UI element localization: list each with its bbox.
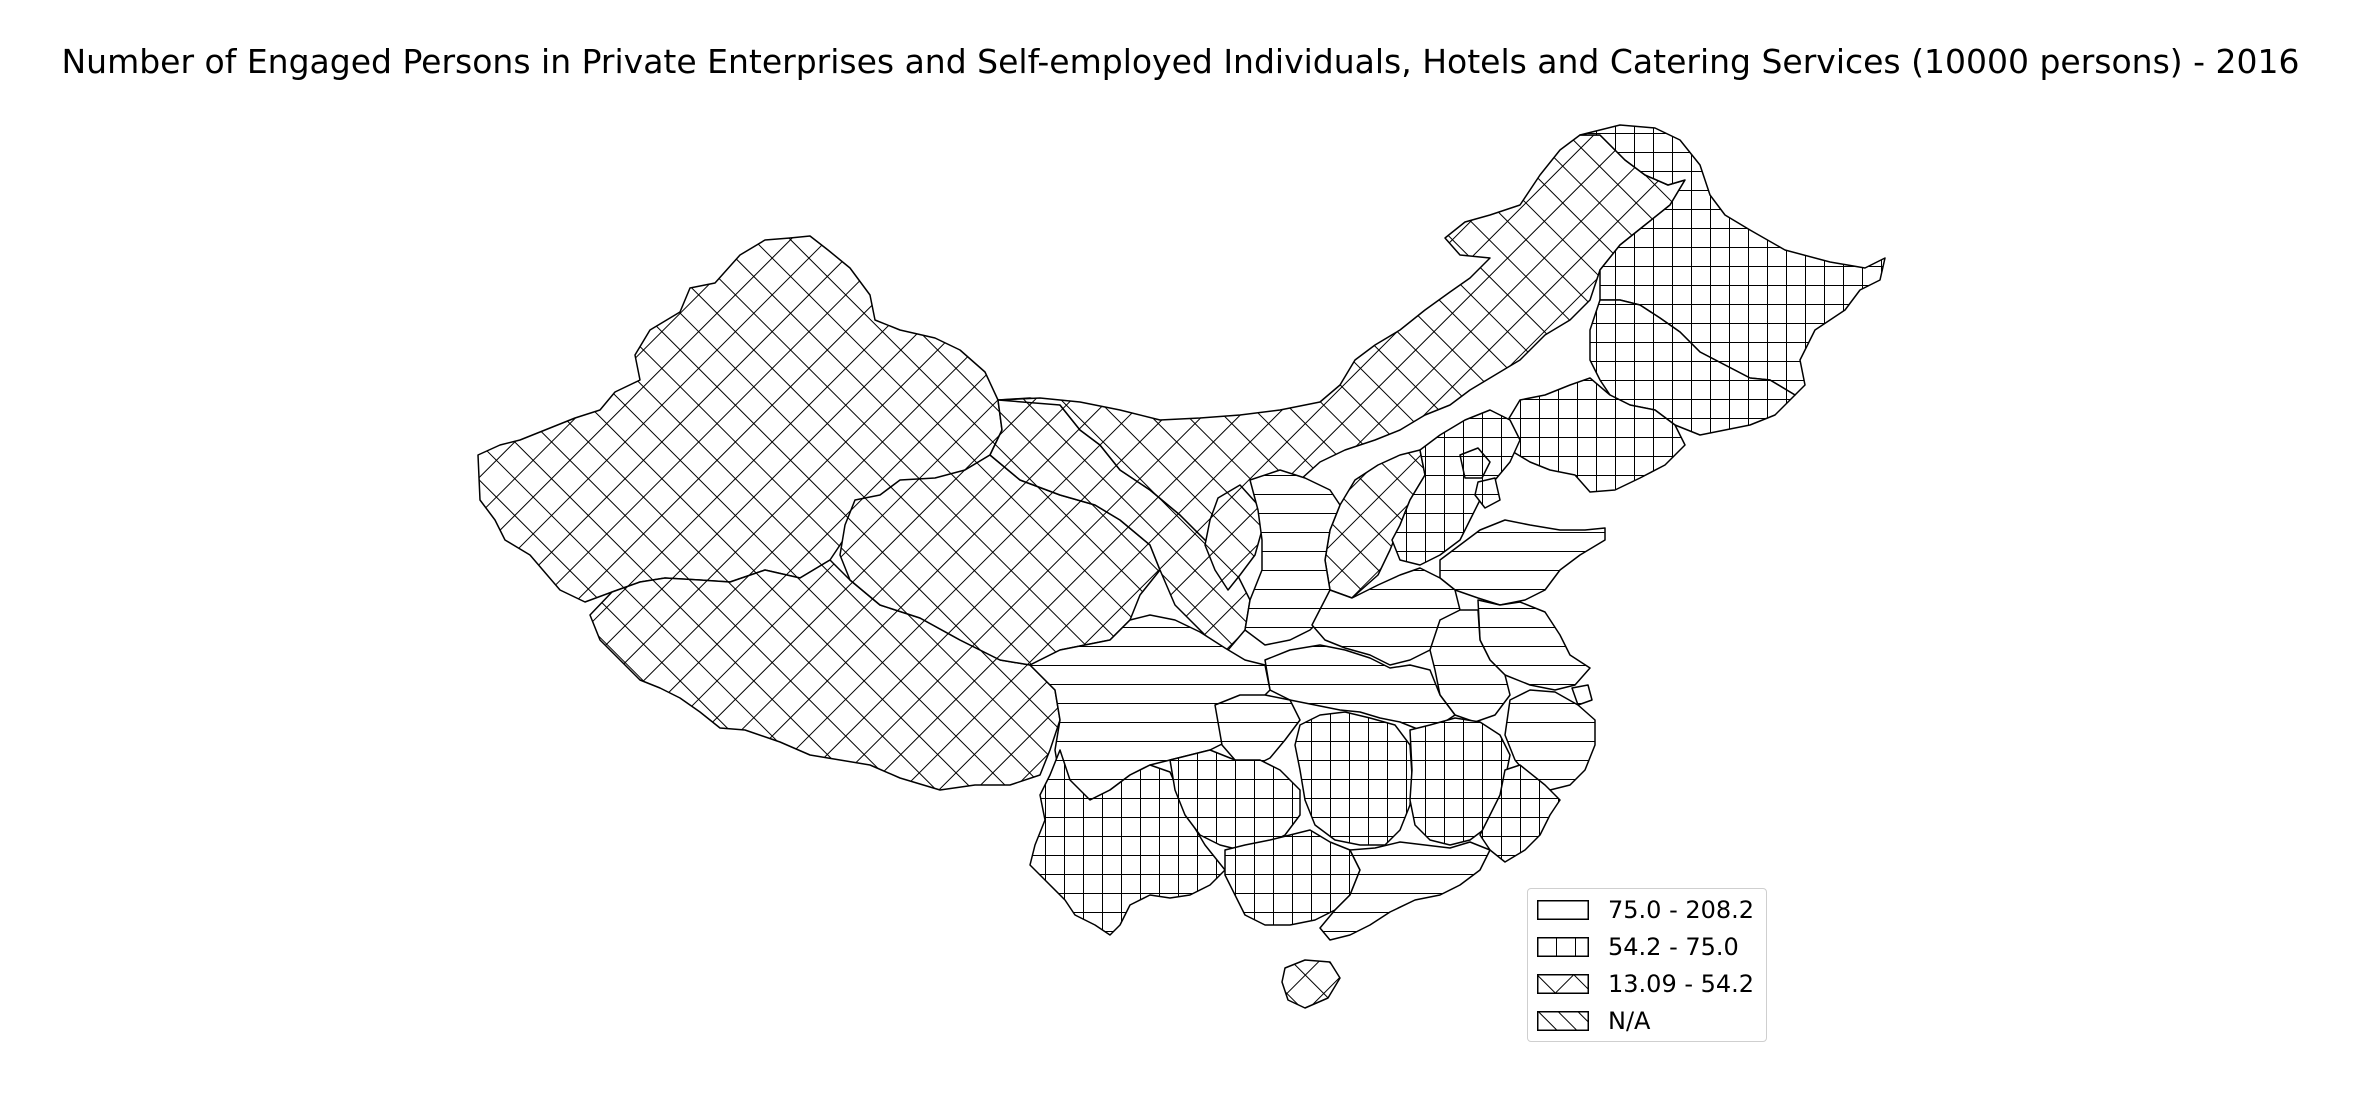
region-ningxia xyxy=(1204,484,1263,591)
region-shandong xyxy=(1439,519,1606,606)
legend-swatch-horizontal xyxy=(1537,900,1589,920)
legend-item-na: N/A xyxy=(1537,1006,1650,1036)
legend-label: N/A xyxy=(1608,1007,1651,1035)
legend-label: 13.09 - 54.2 xyxy=(1608,970,1755,998)
map-title: Number of Engaged Persons in Private Ent… xyxy=(61,42,2300,81)
region-shanghai xyxy=(1571,684,1593,706)
region-tianjin xyxy=(1474,477,1501,509)
legend-item-low: 13.09 - 54.2 xyxy=(1537,969,1754,999)
region-fujian xyxy=(1479,764,1561,863)
map-legend: 75.0 - 208.2 54.2 - 75.0 13.09 - 54.2 N/… xyxy=(1527,888,1767,1042)
region-anhui xyxy=(1429,609,1511,723)
legend-label: 54.2 - 75.0 xyxy=(1608,933,1739,961)
legend-item-mid: 54.2 - 75.0 xyxy=(1537,932,1739,962)
legend-swatch-grid xyxy=(1537,937,1589,957)
region-beijing xyxy=(1459,447,1491,479)
region-yunnan xyxy=(1029,749,1226,936)
region-hebei xyxy=(1391,409,1521,566)
legend-swatch-crosshatch xyxy=(1537,974,1589,994)
region-chongqing xyxy=(1214,694,1301,769)
region-liaoning xyxy=(1504,377,1686,493)
legend-label: 75.0 - 208.2 xyxy=(1608,896,1755,924)
region-zhejiang xyxy=(1504,689,1596,791)
region-hunan xyxy=(1294,711,1413,846)
region-tibet xyxy=(589,559,1061,791)
region-qinghai xyxy=(839,454,1161,666)
region-guizhou xyxy=(1169,749,1301,851)
region-jilin xyxy=(1589,299,1796,436)
legend-swatch-diagonal xyxy=(1537,1011,1589,1031)
legend-item-high: 75.0 - 208.2 xyxy=(1537,895,1754,925)
region-hainan xyxy=(1281,959,1341,1009)
region-guangdong xyxy=(1319,841,1491,941)
